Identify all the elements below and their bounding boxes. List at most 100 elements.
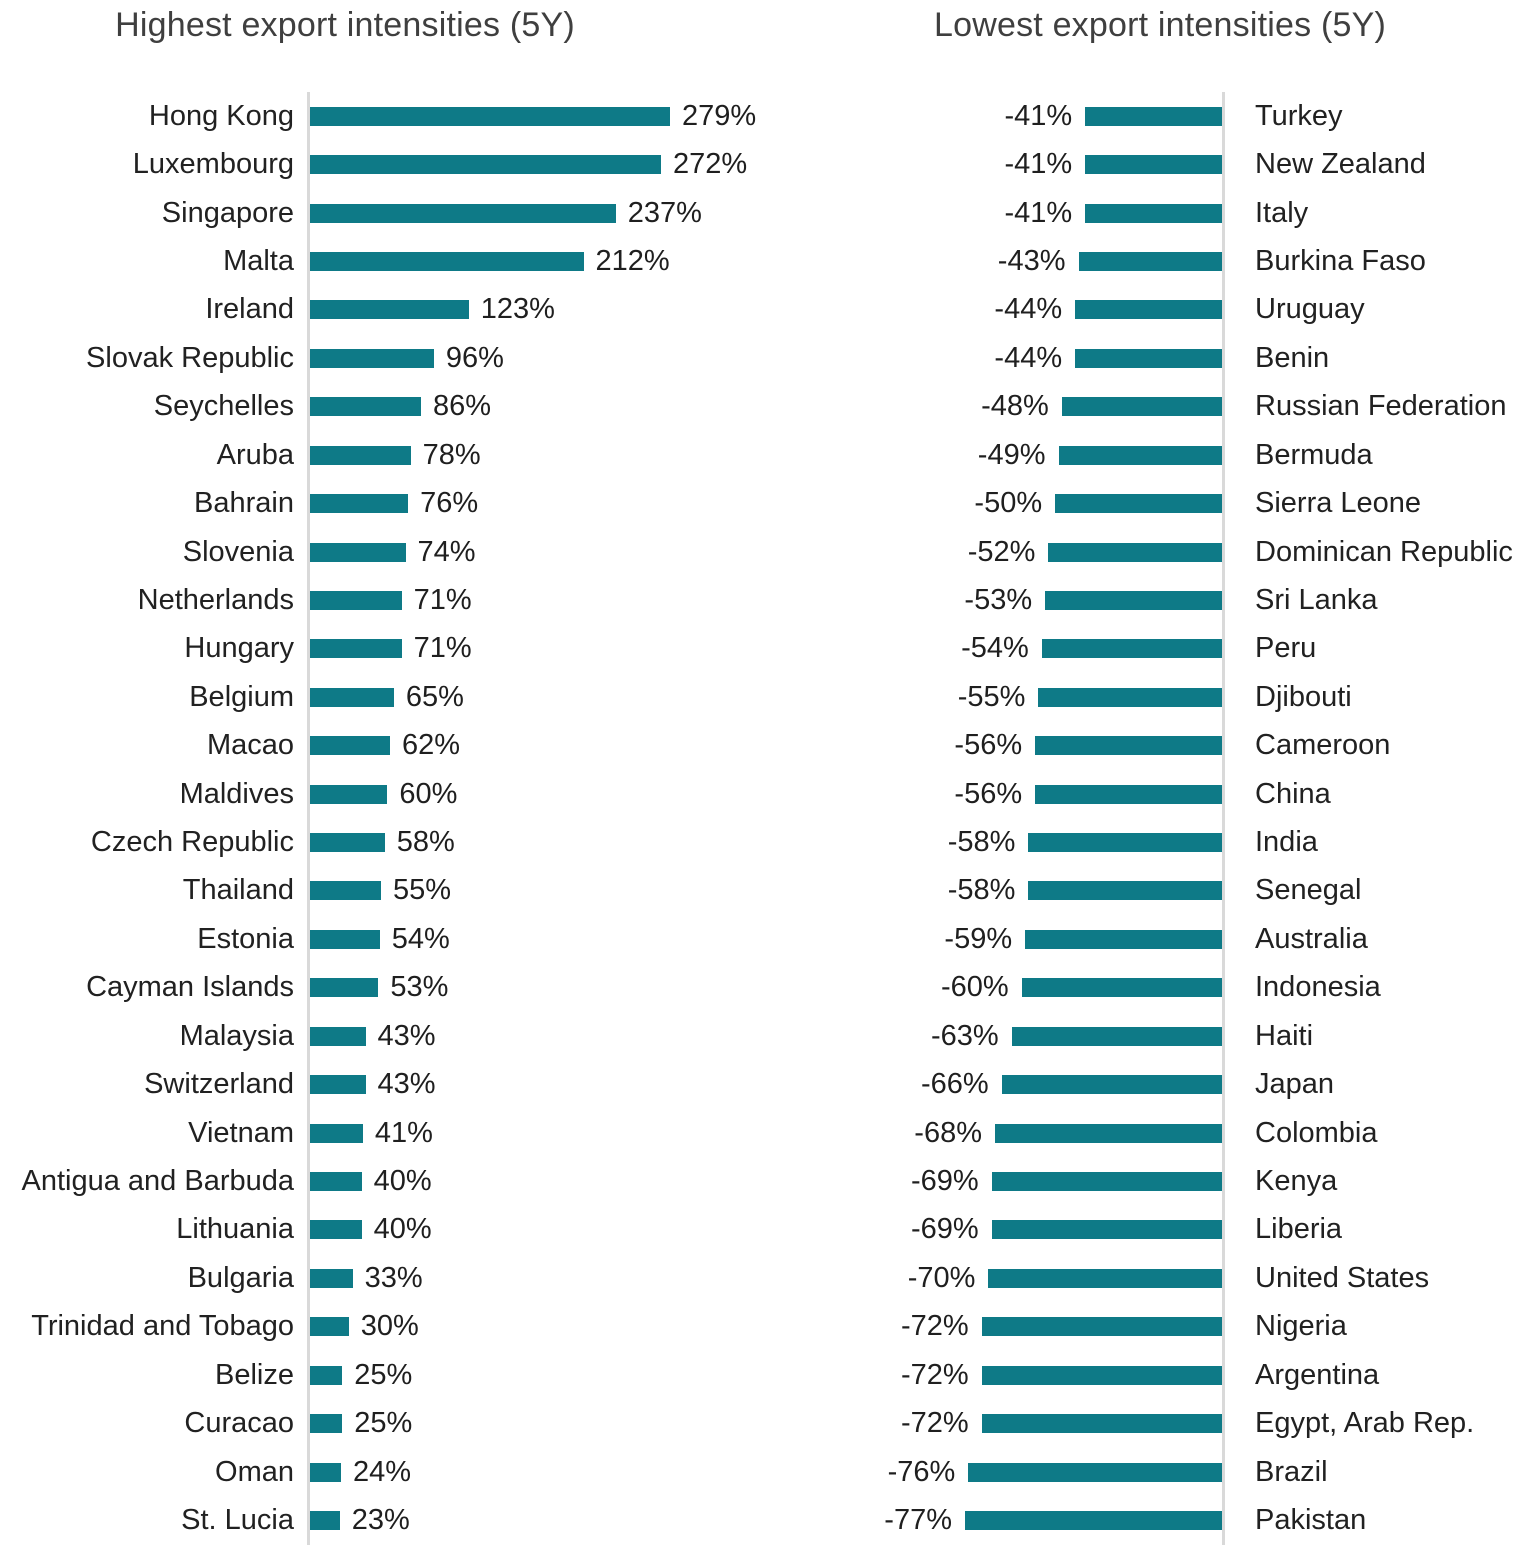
- value-bar: [1021, 978, 1222, 998]
- bar-area: 23%: [307, 1496, 760, 1545]
- chart-row: -43% Burkina Faso: [760, 237, 1520, 286]
- value-label: -60%: [941, 971, 1009, 1004]
- value-bar: [988, 1268, 1222, 1288]
- bar-area: -68%: [760, 1108, 1225, 1158]
- bar-area: -43%: [760, 237, 1225, 286]
- value-bar: [310, 445, 411, 465]
- value-bar: [310, 1365, 343, 1385]
- country-label: Brazil: [1255, 1455, 1328, 1488]
- country-label: Egypt, Arab Rep.: [1255, 1407, 1475, 1440]
- chart-row: -54% Peru: [760, 624, 1520, 674]
- chart-row: -60% Indonesia: [760, 963, 1520, 1013]
- value-bar: [310, 1510, 340, 1530]
- chart-row: Maldives 60%: [0, 769, 760, 819]
- chart-row: -72% Nigeria: [760, 1302, 1520, 1351]
- chart-row: -41% Turkey: [760, 92, 1520, 141]
- chart-row: -76% Brazil: [760, 1447, 1520, 1497]
- value-bar: [310, 300, 469, 320]
- country-label: Bahrain: [194, 487, 294, 520]
- bar-area: -53%: [760, 576, 1225, 625]
- value-label: 272%: [673, 148, 748, 181]
- country-label: Trinidad and Tobago: [31, 1310, 294, 1343]
- value-bar: [310, 542, 406, 562]
- value-bar: [995, 1123, 1222, 1143]
- country-label: Hungary: [184, 632, 294, 665]
- chart-row: -69% Kenya: [760, 1157, 1520, 1206]
- country-label: Bermuda: [1255, 438, 1373, 471]
- country-label: Vietnam: [188, 1116, 294, 1149]
- chart-row: Vietnam 41%: [0, 1108, 760, 1158]
- value-bar: [1025, 929, 1222, 949]
- bar-area: 40%: [307, 1157, 760, 1206]
- value-label: -63%: [931, 1019, 999, 1052]
- chart-row: Czech Republic 58%: [0, 818, 760, 867]
- value-label: -50%: [974, 487, 1043, 520]
- country-label: Oman: [215, 1455, 294, 1488]
- chart-row: Bulgaria 33%: [0, 1254, 760, 1303]
- value-label: -76%: [887, 1455, 956, 1488]
- value-label: -49%: [977, 438, 1046, 471]
- value-label: -56%: [954, 777, 1023, 810]
- chart-row: Singapore 237%: [0, 188, 760, 238]
- country-label: Argentina: [1255, 1358, 1380, 1391]
- value-label: -69%: [911, 1164, 979, 1197]
- value-label: 30%: [360, 1310, 419, 1343]
- chart-row: Switzerland 43%: [0, 1060, 760, 1109]
- chart-row: -58% India: [760, 818, 1520, 867]
- chart-row: Hong Kong 279%: [0, 92, 760, 141]
- country-label: Malta: [223, 244, 294, 277]
- value-label: -55%: [957, 680, 1026, 713]
- value-label: -44%: [994, 341, 1063, 374]
- value-bar: [1038, 687, 1222, 707]
- bar-area: -72%: [760, 1350, 1225, 1400]
- bar-area: -41%: [760, 140, 1225, 189]
- value-label: -70%: [907, 1261, 976, 1294]
- value-bar: [1078, 251, 1222, 271]
- value-label: -58%: [947, 826, 1016, 859]
- country-label: Bulgaria: [187, 1261, 294, 1294]
- bar-area: -63%: [760, 1012, 1225, 1061]
- value-label: -56%: [954, 729, 1023, 762]
- country-label: Slovak Republic: [86, 341, 294, 374]
- chart-row: Trinidad and Tobago 30%: [0, 1302, 760, 1351]
- chart-row: -58% Senegal: [760, 866, 1520, 916]
- chart-row: Lithuania 40%: [0, 1205, 760, 1255]
- chart-row: -56% China: [760, 769, 1520, 819]
- value-bar: [1075, 348, 1222, 368]
- country-label: Russian Federation: [1255, 390, 1507, 423]
- value-bar: [1011, 1026, 1222, 1046]
- chart-row: Slovenia 74%: [0, 527, 760, 577]
- value-label: 40%: [373, 1213, 432, 1246]
- value-label: -41%: [1004, 196, 1073, 229]
- country-label: Djibouti: [1255, 680, 1352, 713]
- value-label: 78%: [422, 438, 481, 471]
- country-label: Pakistan: [1255, 1503, 1367, 1536]
- value-bar: [310, 784, 388, 804]
- country-label: Antigua and Barbuda: [21, 1164, 295, 1197]
- value-label: 237%: [627, 196, 702, 229]
- value-label: -54%: [961, 632, 1029, 665]
- value-bar: [310, 929, 380, 949]
- value-bar: [310, 251, 584, 271]
- country-label: Indonesia: [1255, 971, 1381, 1004]
- bar-area: 96%: [307, 334, 760, 383]
- bar-area: -50%: [760, 479, 1225, 528]
- chart-row: -77% Pakistan: [760, 1496, 1520, 1545]
- chart-row: Slovak Republic 96%: [0, 334, 760, 383]
- value-label: 24%: [353, 1455, 412, 1488]
- value-bar: [310, 833, 385, 853]
- value-label: 25%: [354, 1407, 413, 1440]
- value-bar: [1041, 639, 1222, 659]
- country-label: Colombia: [1255, 1116, 1378, 1149]
- country-label: Slovenia: [182, 535, 294, 568]
- value-bar: [1055, 494, 1222, 514]
- value-bar: [1001, 1075, 1222, 1095]
- value-bar: [310, 1462, 341, 1482]
- value-bar: [310, 348, 434, 368]
- value-bar: [1085, 155, 1222, 175]
- value-bar: [1035, 784, 1222, 804]
- value-label: 33%: [364, 1261, 423, 1294]
- bar-area: -77%: [760, 1496, 1225, 1545]
- bar-area: -72%: [760, 1302, 1225, 1351]
